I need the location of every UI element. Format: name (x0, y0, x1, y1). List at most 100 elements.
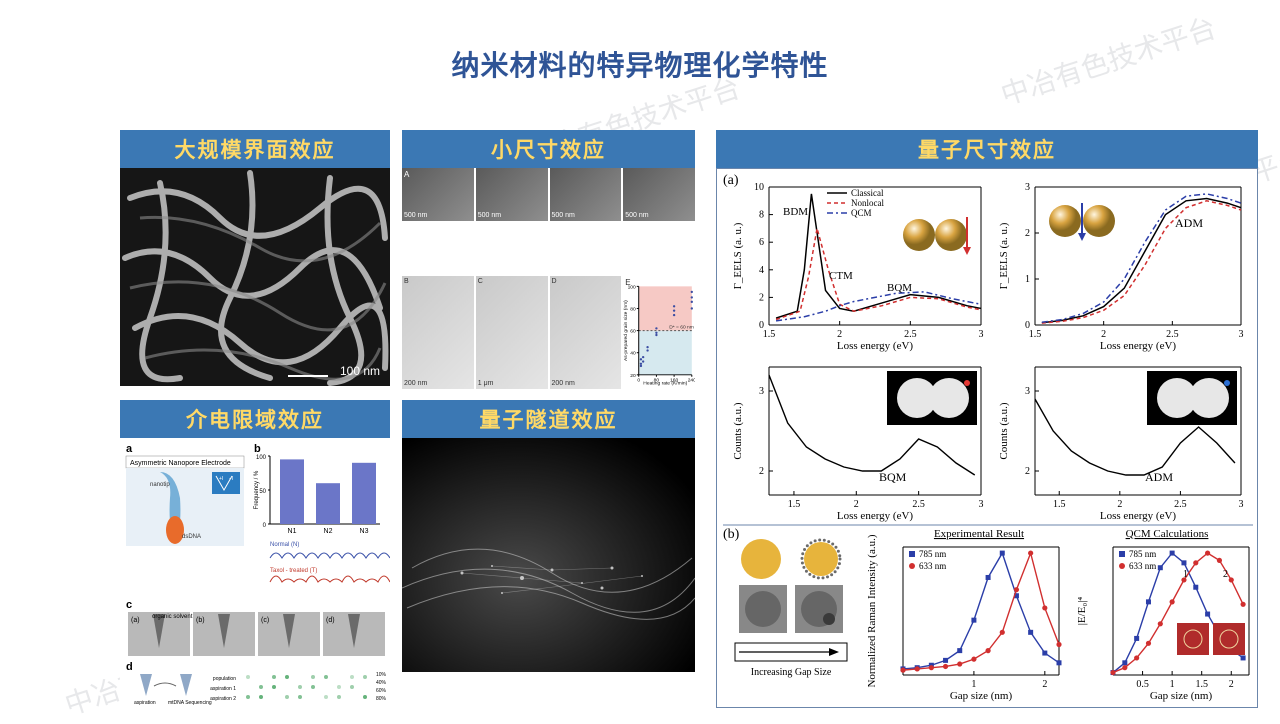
quantum-size-figure: (a) (b) 1.522.530246810Loss energy (eV)Γ… (716, 168, 1258, 708)
svg-text:Heating rate (K/min): Heating rate (K/min) (644, 381, 688, 387)
ss-label-b: B (404, 278, 409, 285)
svg-text:BQM: BQM (887, 282, 912, 294)
panel-quantum-size: 量子尺寸效应 (a) (b) 1.522.530246810Loss energ… (716, 130, 1258, 708)
sem-image: 100 nm (120, 168, 390, 386)
panel-header-small-size: 小尺寸效应 (402, 130, 695, 168)
svg-text:785 nm: 785 nm (919, 549, 946, 559)
svg-text:Γ_EELS (a. u.): Γ_EELS (a. u.) (998, 222, 1010, 289)
panel-dielectric: 介电限域效应 aAsymmetric Nanopore Electrode+I−… (120, 400, 390, 708)
svg-text:10: 10 (754, 182, 764, 193)
ss-scale: 500 nm (404, 212, 427, 219)
panel-header-tunneling: 量子隧道效应 (402, 400, 695, 438)
svg-text:1.5: 1.5 (763, 329, 776, 340)
ss-scale: 500 nm (552, 212, 575, 219)
panel-header-quantum-size: 量子尺寸效应 (716, 130, 1258, 168)
svg-text:10%: 10% (376, 672, 387, 678)
svg-text:Taxol - treated (T): Taxol - treated (T) (270, 568, 317, 574)
svg-text:240: 240 (688, 378, 695, 384)
svg-text:1: 1 (1183, 569, 1188, 580)
svg-text:2: 2 (1042, 679, 1047, 690)
svg-text:d: d (126, 661, 133, 673)
svg-text:BDM: BDM (783, 206, 808, 218)
small-size-chart-e: E D* = 60 nm20406080100080160240Heating … (623, 276, 695, 389)
panel-large-interface: 大规模界面效应 100 nm (120, 130, 390, 386)
svg-text:QCM: QCM (851, 208, 872, 218)
svg-text:1.5: 1.5 (788, 499, 801, 510)
svg-text:(b): (b) (196, 617, 205, 624)
svg-text:3: 3 (759, 386, 764, 397)
svg-text:Frequency / %: Frequency / % (254, 470, 260, 509)
svg-text:633 nm: 633 nm (919, 561, 946, 571)
svg-text:N2: N2 (324, 528, 333, 535)
svg-text:(c): (c) (261, 617, 269, 624)
svg-text:dsDNA: dsDNA (182, 534, 201, 540)
section-a-label: (a) (723, 173, 739, 189)
svg-text:Gap size (nm): Gap size (nm) (950, 690, 1013, 702)
svg-text:aspiration 2: aspiration 2 (210, 696, 236, 702)
svg-text:1.5: 1.5 (1195, 679, 1208, 690)
svg-text:785 nm: 785 nm (1129, 549, 1156, 559)
svg-text:2: 2 (854, 499, 859, 510)
svg-text:2.5: 2.5 (1174, 499, 1187, 510)
ss-label-e: E (625, 278, 630, 287)
small-size-top-grid: 500 nmA 500 nm 500 nm 500 nm (402, 168, 695, 276)
svg-text:1: 1 (1025, 274, 1030, 285)
svg-text:(a): (a) (131, 617, 140, 624)
svg-text:3: 3 (1025, 386, 1030, 397)
svg-text:population: population (213, 676, 236, 682)
svg-text:Loss energy (eV): Loss energy (eV) (1100, 340, 1176, 352)
svg-text:Loss energy (eV): Loss energy (eV) (1100, 510, 1176, 522)
scale-bar-line (288, 375, 328, 377)
svg-text:2: 2 (1101, 329, 1106, 340)
svg-text:+I: +I (219, 476, 223, 482)
svg-text:Increasing Gap Size: Increasing Gap Size (751, 667, 832, 678)
svg-text:2: 2 (759, 292, 764, 303)
svg-text:1.5: 1.5 (1029, 329, 1042, 340)
svg-text:80%: 80% (376, 696, 387, 702)
svg-text:2: 2 (1025, 466, 1030, 477)
svg-text:1: 1 (1170, 679, 1175, 690)
tunneling-image (402, 438, 695, 672)
svg-text:3: 3 (979, 329, 984, 340)
svg-text:aspiration: aspiration (134, 700, 156, 706)
svg-text:2: 2 (837, 329, 842, 340)
svg-text:Classical: Classical (851, 188, 884, 198)
svg-text:3: 3 (1239, 499, 1244, 510)
svg-text:CTM: CTM (829, 270, 853, 282)
svg-text:40%: 40% (376, 680, 387, 686)
svg-text:2: 2 (1223, 569, 1228, 580)
svg-text:2: 2 (1117, 499, 1122, 510)
svg-text:60: 60 (631, 329, 637, 335)
svg-text:Normal (N): Normal (N) (270, 542, 299, 548)
svg-text:0: 0 (759, 320, 764, 331)
svg-text:mtDNA Sequencing: mtDNA Sequencing (168, 700, 212, 706)
svg-text:633 nm: 633 nm (1129, 561, 1156, 571)
svg-text:|E/E₀|⁴: |E/E₀|⁴ (1076, 597, 1088, 626)
svg-text:20: 20 (631, 373, 637, 379)
svg-text:2: 2 (759, 466, 764, 477)
svg-text:Experimental Result: Experimental Result (934, 528, 1024, 540)
svg-text:100: 100 (256, 455, 267, 461)
svg-text:1.5: 1.5 (1053, 499, 1066, 510)
svg-text:2: 2 (1025, 228, 1030, 239)
svg-text:2.5: 2.5 (912, 499, 925, 510)
ss-scale: 200 nm (404, 380, 427, 387)
svg-text:2.5: 2.5 (1166, 329, 1179, 340)
svg-text:ADM: ADM (1145, 470, 1173, 484)
svg-text:BQM: BQM (879, 470, 907, 484)
svg-text:Gap size (nm): Gap size (nm) (1150, 690, 1213, 702)
panel-header-large-interface: 大规模界面效应 (120, 130, 390, 168)
svg-text:b: b (254, 443, 261, 455)
svg-text:N1: N1 (288, 528, 297, 535)
ss-scale: 1 μm (478, 380, 494, 387)
svg-text:Loss energy (eV): Loss energy (eV) (837, 510, 913, 522)
svg-text:ADM: ADM (1175, 216, 1203, 230)
svg-text:6: 6 (759, 237, 764, 248)
svg-text:4: 4 (759, 265, 764, 276)
ss-label-a: A (404, 170, 409, 179)
svg-text:Nonlocal: Nonlocal (851, 198, 884, 208)
svg-text:0: 0 (1025, 320, 1030, 331)
ss-scale: 200 nm (552, 380, 575, 387)
svg-text:40: 40 (631, 351, 637, 357)
svg-text:QCM Calculations: QCM Calculations (1126, 528, 1209, 540)
